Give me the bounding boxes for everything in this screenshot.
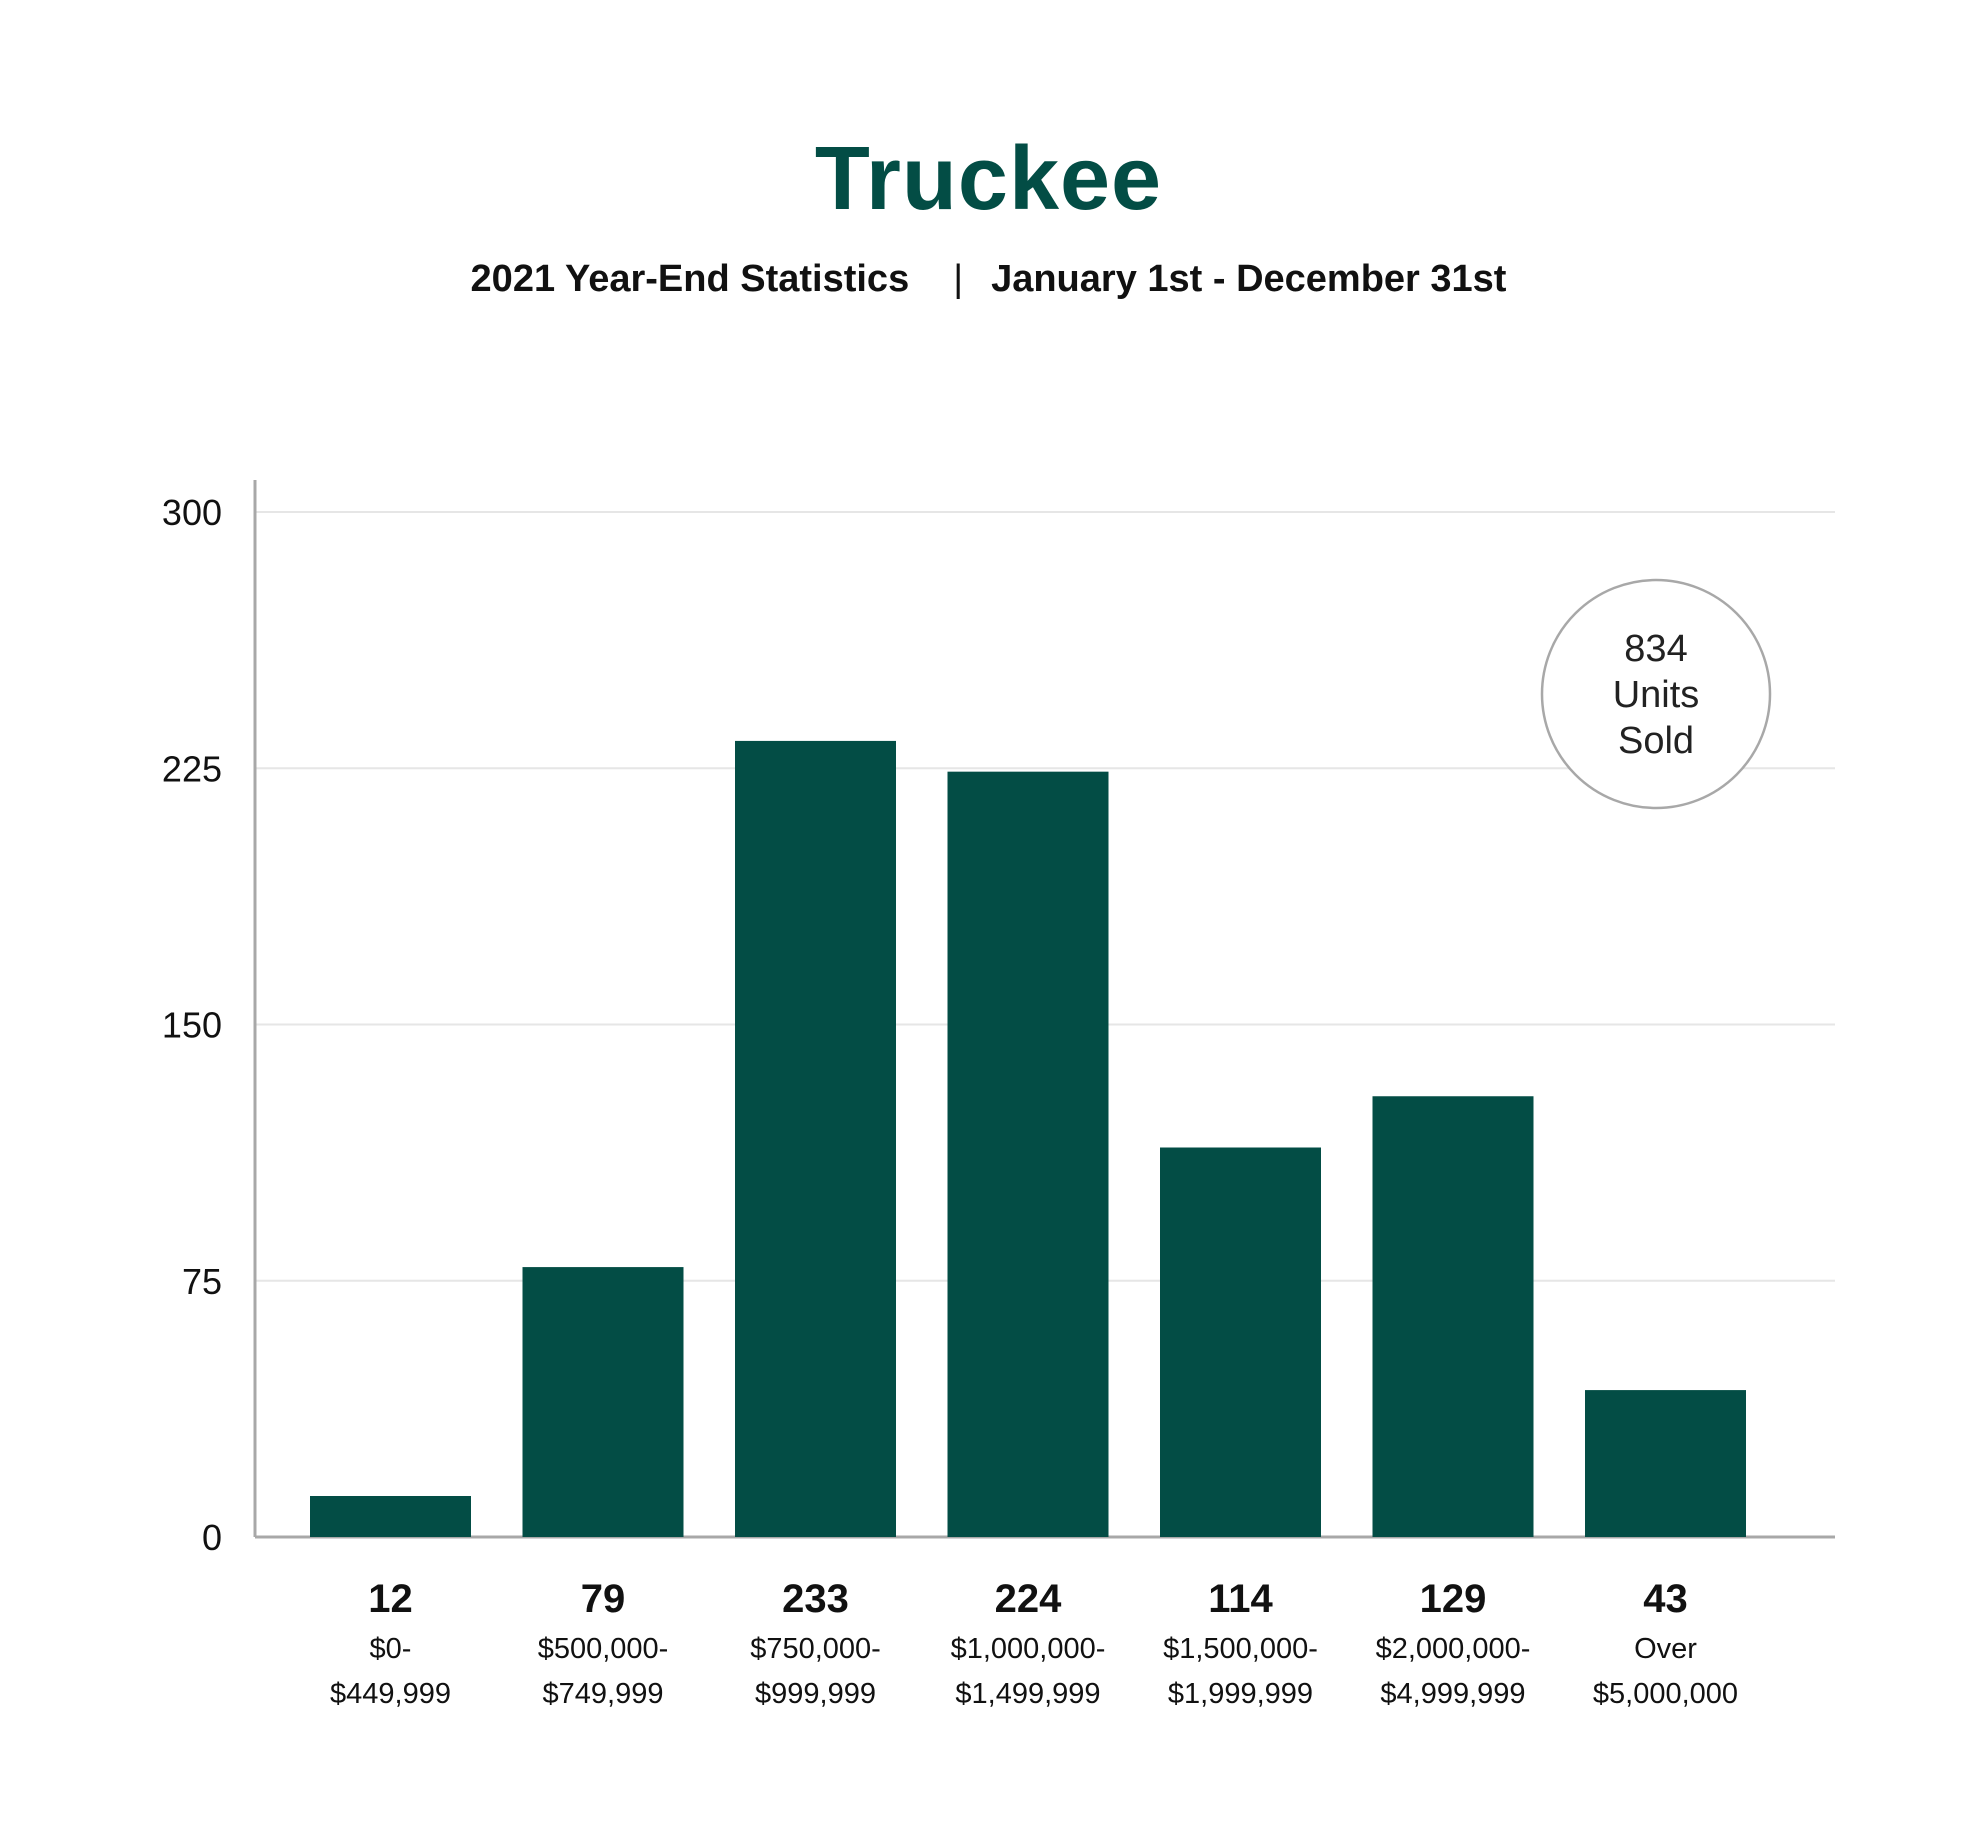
bar-value-label: 114 [1208, 1577, 1273, 1621]
units-sold-text: Sold [1618, 720, 1694, 762]
category-label: $1,499,999 [955, 1678, 1100, 1710]
y-tick-label: 150 [162, 1005, 222, 1046]
y-tick-label: 75 [182, 1261, 222, 1302]
category-label: $1,500,000- [1163, 1633, 1318, 1665]
category-label: $5,000,000 [1593, 1678, 1738, 1710]
bar [1372, 1096, 1534, 1537]
bar-value-label: 12 [368, 1577, 413, 1621]
bar [522, 1267, 684, 1537]
category-label: $2,000,000- [1376, 1633, 1531, 1665]
category-label: $449,999 [330, 1678, 451, 1710]
category-label: Over [1634, 1633, 1697, 1665]
bar-value-label: 43 [1643, 1577, 1688, 1621]
bar [947, 771, 1109, 1537]
category-label: $749,999 [543, 1678, 664, 1710]
category-label: $4,999,999 [1380, 1678, 1525, 1710]
category-label: $1,999,999 [1168, 1678, 1313, 1710]
subtitle-separator: | [953, 258, 964, 300]
y-tick-label: 300 [162, 492, 222, 533]
bar [1160, 1147, 1321, 1537]
bar-value-label: 129 [1420, 1577, 1487, 1621]
bar-value-label: 224 [995, 1577, 1062, 1621]
bar [310, 1496, 471, 1537]
chart-title: Truckee [814, 129, 1163, 229]
y-tick-label: 225 [162, 748, 222, 789]
category-label: $1,000,000- [951, 1633, 1106, 1665]
units-sold-text: Units [1613, 674, 1700, 716]
category-label: $999,999 [755, 1678, 876, 1710]
category-label: $750,000- [750, 1633, 881, 1665]
y-tick-label: 0 [202, 1517, 222, 1558]
chart-subtitle: 2021 Year-End Statistics | January 1st - D… [0, 258, 1977, 301]
bar-value-label: 79 [581, 1577, 626, 1621]
subtitle-left: 2021 Year-End Statistics [470, 258, 910, 300]
subtitle-right: January 1st - December 31st [991, 258, 1507, 300]
bar-value-label: 233 [782, 1577, 849, 1621]
category-label: $500,000- [538, 1633, 669, 1665]
units-sold-text: 834 [1624, 628, 1687, 670]
category-label: $0- [370, 1633, 412, 1665]
units-sold-badge [1540, 578, 1772, 810]
bar [1585, 1390, 1746, 1537]
bar [735, 740, 896, 1537]
